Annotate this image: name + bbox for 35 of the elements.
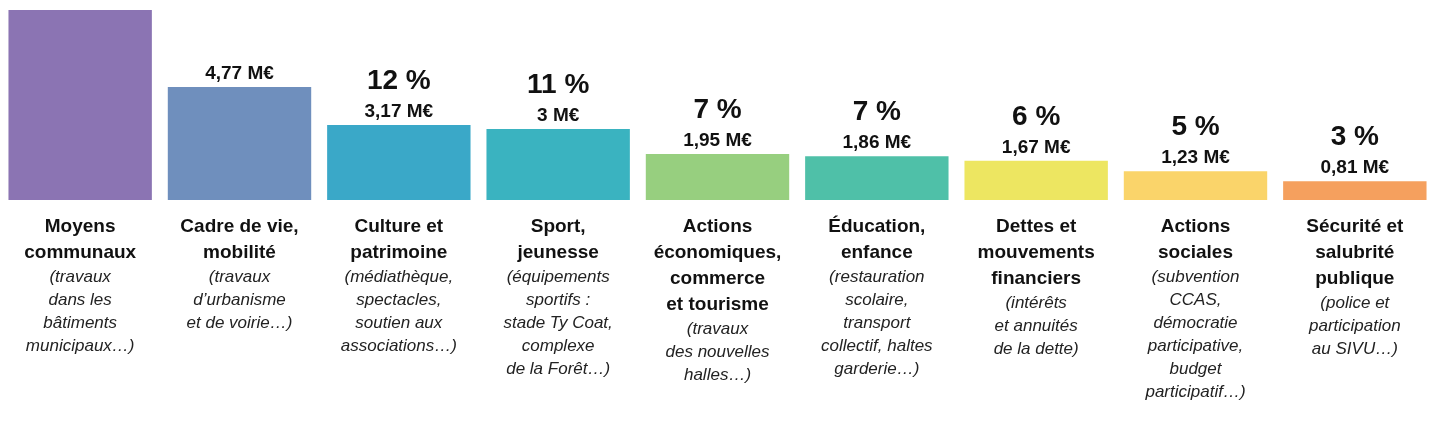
- x-tick-label: Sécurité et salubrité publique: [1306, 214, 1405, 288]
- data-label: 11 % 3 M€: [527, 68, 590, 126]
- bar: [327, 125, 471, 200]
- bar: [8, 10, 152, 200]
- data-label: 3 % 0,81 M€: [1320, 120, 1390, 178]
- x-tick-label: Sport, jeunesse: [516, 214, 599, 262]
- data-label: 7 % 1,86 M€: [842, 95, 912, 153]
- bar: [805, 156, 949, 200]
- x-tick-label: Actions sociales: [1158, 214, 1233, 262]
- text: (subvention CCAS, démocratie participative, budget participatif…): [1144, 266, 1246, 401]
- text: (police et participation au SIVU…): [1308, 292, 1401, 358]
- text: (restauration scolaire, transport collectif, haltes garderie…): [821, 266, 934, 378]
- x-tick-label: Cadre de vie, mobilité: [180, 214, 299, 262]
- data-label: 6 % 1,67 M€: [1001, 99, 1071, 157]
- text: (intérêts et annuités de la dette): [993, 292, 1079, 358]
- x-tick-label: Actions économiques, commerce et tourisme: [653, 214, 782, 314]
- bar: [167, 86, 312, 200]
- bar: [1283, 181, 1427, 200]
- data-label: 4,77 M€: [205, 61, 275, 83]
- data-label: 7 % 1,95 M€: [683, 93, 753, 151]
- bar: [486, 129, 630, 200]
- text: (travaux dans les bâtiments municipaux…): [25, 266, 135, 355]
- x-tick-label: Dettes et mouvements financiers: [977, 214, 1095, 288]
- data-label: 5 % 1,23 M€: [1161, 110, 1231, 168]
- text: (travaux d’urbanisme et de voirie…): [186, 266, 293, 332]
- bar: [645, 154, 790, 200]
- x-tick-label: Culture et patrimoine: [350, 214, 448, 262]
- text: (travaux des nouvelles halles…): [665, 318, 770, 384]
- bar: [964, 160, 1108, 200]
- text: (équipements sportifs : stade Ty Coat, complexe de la Forêt…): [503, 266, 613, 378]
- x-tick-label: Moyens communaux: [24, 214, 137, 262]
- bar: [1123, 171, 1268, 200]
- data-label: 12 % 3,17 M€: [364, 64, 434, 122]
- text: (médiathèque, spectacles, soutien aux associations…): [340, 266, 457, 355]
- x-tick-label: Éducation, enfance: [828, 214, 926, 262]
